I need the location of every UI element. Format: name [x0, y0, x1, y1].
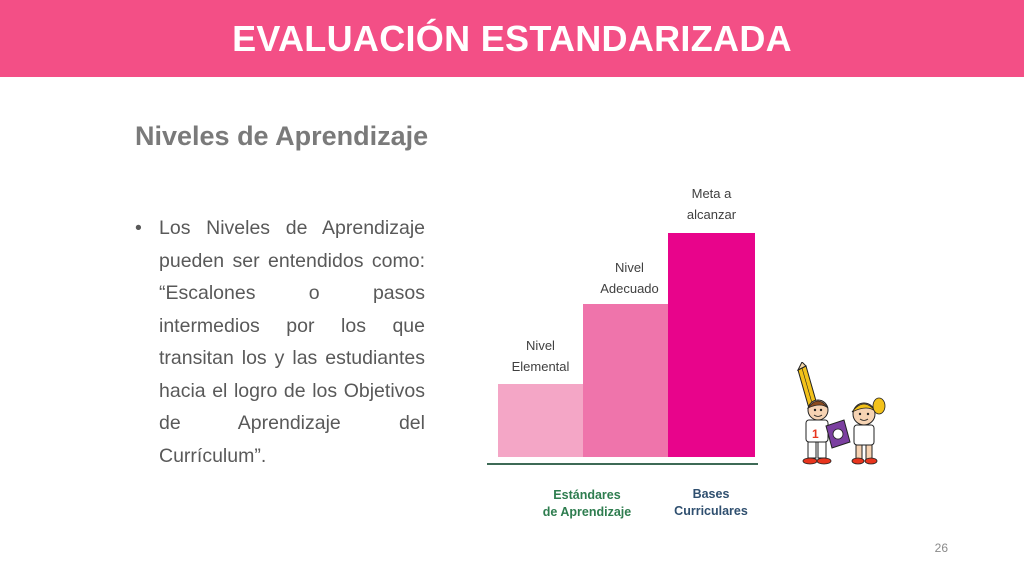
axis-label-line1: Bases — [692, 487, 730, 501]
step-label-line1: Nivel — [526, 338, 555, 353]
step-label-line2: Elemental — [511, 359, 570, 374]
step-label-adecuado: Nivel Adecuado — [583, 257, 676, 299]
title-banner: EVALUACIÓN ESTANDARIZADA — [0, 0, 1024, 77]
axis-label-estandares: Estándares de Aprendizaje — [528, 487, 646, 521]
page-number: 26 — [934, 541, 948, 555]
slide-subtitle: Niveles de Aprendizaje — [135, 121, 429, 151]
book-icon — [825, 419, 851, 449]
step-label-elemental: Nivel Elemental — [498, 335, 583, 377]
step-label-line2: Adecuado — [600, 281, 659, 296]
axis-label-bases: Bases Curriculares — [660, 486, 762, 520]
axis-label-line2: de Aprendizaje — [542, 505, 632, 519]
bullet-marker: • — [135, 217, 142, 239]
svg-text:1: 1 — [812, 427, 819, 441]
step-bar-meta — [668, 233, 755, 457]
slide-title: EVALUACIÓN ESTANDARIZADA — [232, 17, 792, 59]
step-label-line1: Nivel — [615, 260, 644, 275]
axis-label-line1: Estándares — [553, 488, 621, 502]
bullet-list: • Los Niveles de Aprendizaje pueden ser … — [135, 212, 425, 472]
step-label-meta: Meta a alcanzar — [668, 183, 755, 225]
diagram-baseline — [487, 463, 758, 465]
step-bar-elemental — [498, 384, 583, 457]
axis-label-line2: Curriculares — [674, 504, 748, 518]
girl-figure — [851, 397, 886, 465]
step-label-line2: alcanzar — [686, 207, 737, 222]
children-with-pencil-illustration: 1 — [796, 362, 886, 465]
boy-figure: 1 — [802, 399, 832, 465]
step-label-line1: Meta a — [691, 186, 732, 201]
pencil-icon — [796, 362, 819, 413]
step-bar-adecuado — [583, 304, 668, 457]
bullet-text: Los Niveles de Aprendizaje pueden ser en… — [159, 217, 425, 467]
